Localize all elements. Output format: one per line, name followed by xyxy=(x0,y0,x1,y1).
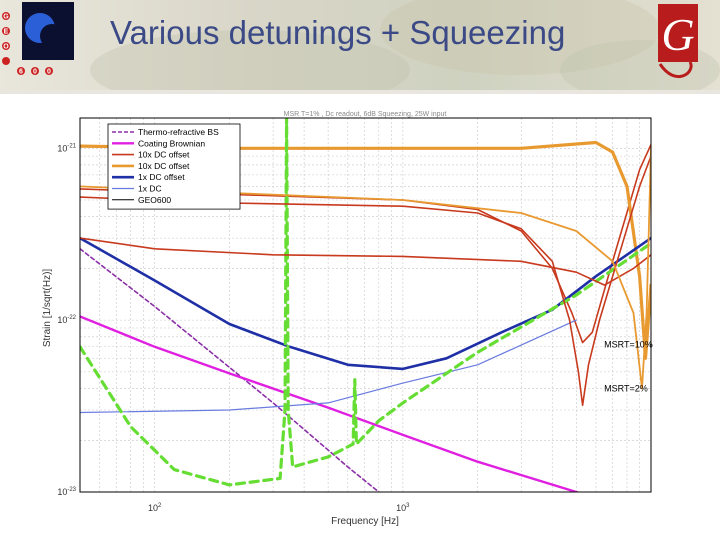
chart-annotation: MSRT=10% xyxy=(604,340,653,350)
institute-logo: G xyxy=(658,4,698,78)
series-group xyxy=(80,118,651,492)
y-tick-label: 10-21 xyxy=(57,143,76,153)
legend-label: Thermo-refractive BS xyxy=(138,127,219,137)
logo-letter: G xyxy=(3,14,9,21)
legend-label: Coating Brownian xyxy=(138,138,205,148)
logo-letter: 0 xyxy=(47,69,51,76)
series-line xyxy=(80,147,651,390)
logo-letter: O xyxy=(3,44,9,51)
banner-edge xyxy=(0,90,720,94)
y-tick-label: 10-22 xyxy=(57,315,76,325)
legend-label: 10x DC offset xyxy=(138,150,190,160)
tick-labels: 102 103 10-21 10-22 10-23 xyxy=(57,143,410,513)
logo-letter: 0 xyxy=(33,69,37,76)
y-axis-label: Strain [1/sqrt(Hz)] xyxy=(42,269,53,348)
legend-label: 1x DC xyxy=(138,184,162,194)
y-tick-label: 10-23 xyxy=(57,487,76,497)
chart-annotation: MSRT=2% xyxy=(604,384,648,394)
series-line xyxy=(80,237,651,286)
geo600-logo: G E O 6 0 0 xyxy=(2,2,74,76)
annotations: MSRT=10% MSRT=2% xyxy=(604,340,653,394)
grid xyxy=(80,118,651,492)
x-tick-label: 103 xyxy=(396,503,410,513)
slide-banner: G E O 6 0 0 Various detunings + Squeezin… xyxy=(0,0,720,90)
slide-title: Various detunings + Squeezing xyxy=(110,14,566,51)
logo-letter: E xyxy=(4,29,9,36)
series-line xyxy=(80,236,651,371)
logo-letter: 6 xyxy=(19,69,23,76)
x-axis-label: Frequency [Hz] xyxy=(331,516,399,527)
banner-texture xyxy=(90,0,720,90)
plot-frame xyxy=(79,117,652,493)
legend-label: 1x DC offset xyxy=(138,172,185,182)
series-line xyxy=(80,118,651,487)
series-line xyxy=(80,155,651,406)
x-tick-label: 102 xyxy=(148,503,162,513)
legend-label: GEO600 xyxy=(138,195,171,205)
series-line xyxy=(80,248,380,492)
series-line xyxy=(80,315,580,492)
chart-title: MSR T=1% , Dc readout, 6dB Squeezing, 25… xyxy=(284,111,447,118)
legend-label: 10x DC offset xyxy=(138,161,190,171)
logo-letter: G xyxy=(661,9,694,60)
series-line xyxy=(80,319,577,414)
series-line xyxy=(80,140,651,360)
